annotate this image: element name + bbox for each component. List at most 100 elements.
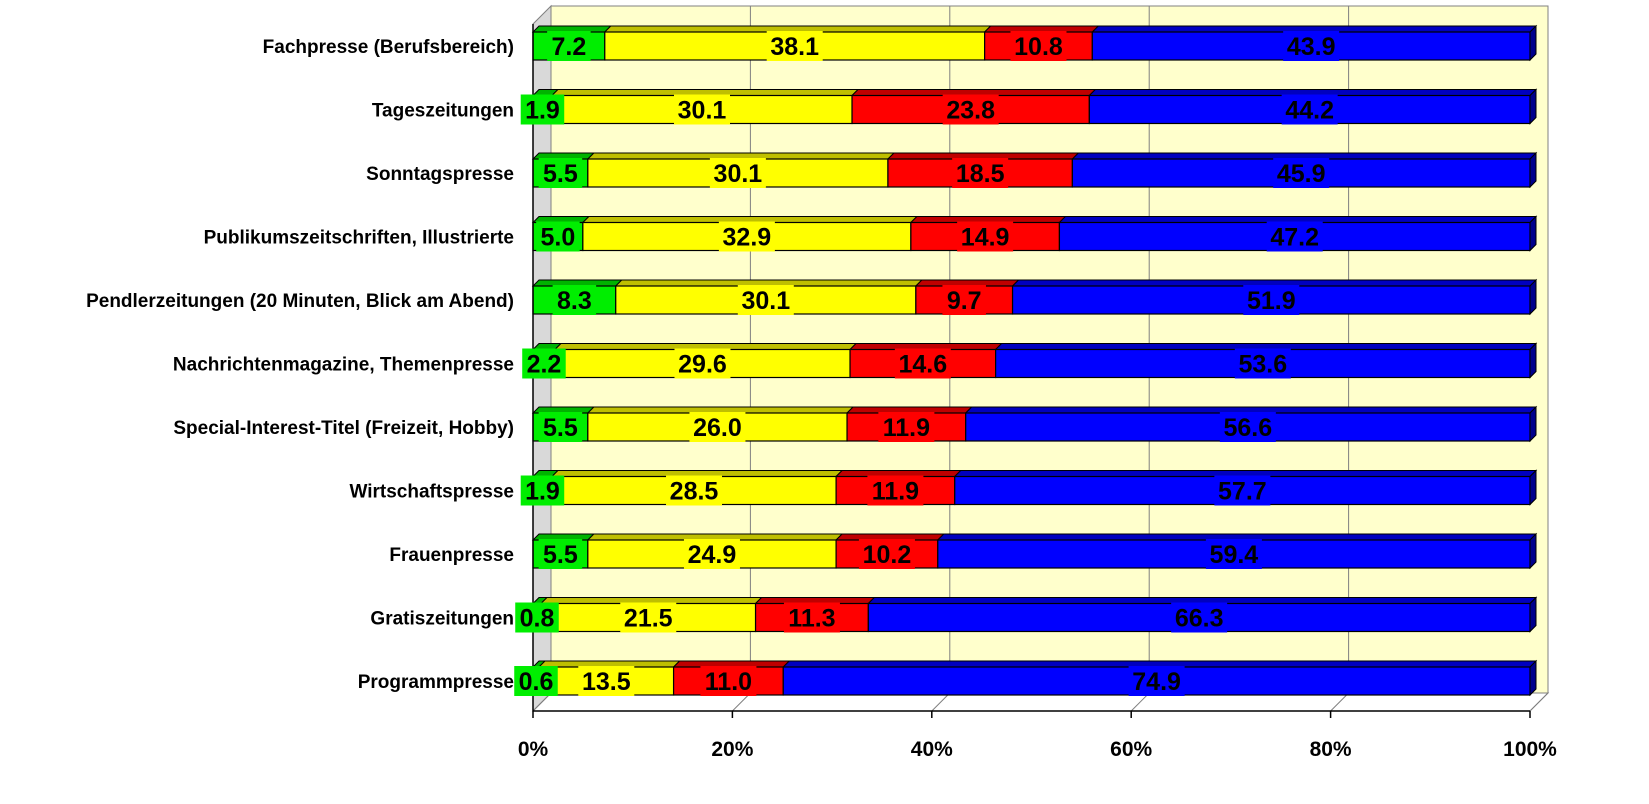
bar-side-face: [1529, 151, 1537, 189]
data-label-bg: [700, 666, 757, 696]
data-label-bg: [1219, 412, 1276, 442]
data-label: 26.0: [693, 414, 742, 442]
data-label-bg: [1214, 475, 1271, 506]
data-label-bg: [538, 412, 583, 442]
data-label-bg: [783, 602, 840, 633]
data-label: 44.2: [1285, 97, 1334, 125]
data-label-bg: [536, 221, 580, 252]
data-labels: 7.2 38.1 10.8 43.9 1.9 30.1 23.8 44.2 5.5 30.1 18.…: [514, 31, 1340, 696]
data-label-bg: [957, 221, 1014, 252]
data-label-bg: [867, 475, 924, 506]
data-label: 13.5: [582, 668, 631, 696]
data-label-bg: [1205, 539, 1262, 569]
category-label: Special-Interest-Titel (Freizeit, Hobby): [173, 418, 514, 439]
x-tick-label: 20%: [711, 738, 753, 761]
data-label-bg: [1281, 94, 1338, 125]
category-label: Nachrichtenmagazine, Themenpresse: [173, 355, 514, 376]
data-label: 45.9: [1277, 160, 1326, 188]
bar-side-face: [1529, 659, 1537, 697]
data-label-bg: [1243, 285, 1300, 315]
data-label: 59.4: [1210, 541, 1259, 569]
category-label: Frauenpresse: [389, 545, 514, 566]
data-label: 28.5: [670, 478, 719, 506]
category-label: Wirtschaftspresse: [349, 482, 514, 503]
x-tick-label: 100%: [1503, 738, 1557, 761]
data-label: 1.9: [525, 97, 560, 125]
data-label-bg: [858, 539, 915, 569]
bar-side-face: [1529, 88, 1537, 125]
data-label-bg: [878, 412, 935, 442]
data-label: 51.9: [1247, 287, 1296, 315]
data-label: 14.6: [898, 351, 947, 379]
data-label: 10.8: [1014, 33, 1063, 61]
data-label: 32.9: [723, 224, 772, 252]
bar-side-face: [1529, 469, 1537, 506]
data-label-bg: [1128, 666, 1185, 696]
data-label: 47.2: [1270, 224, 1319, 252]
bars: [531, 24, 1538, 697]
x-tick-labels: 0% 20% 40% 60% 80% 100%: [518, 738, 1557, 761]
floor-gridline: [1330, 692, 1349, 712]
data-label: 5.5: [543, 160, 578, 188]
data-label: 56.6: [1224, 414, 1273, 442]
data-label-bg: [942, 94, 999, 125]
data-label-bg: [952, 158, 1009, 188]
data-label: 30.1: [741, 287, 790, 315]
data-label-bg: [515, 602, 559, 633]
data-label-bg: [894, 348, 951, 379]
data-label-bg: [520, 94, 565, 125]
x-tick-label: 0%: [518, 738, 549, 761]
data-label-bg: [547, 31, 591, 61]
data-label: 2.2: [527, 351, 562, 379]
bar-side-face: [1529, 342, 1537, 379]
data-label: 10.2: [863, 541, 912, 569]
data-label-bg: [718, 221, 775, 252]
data-label: 5.0: [541, 224, 576, 252]
bar-side-face: [1529, 405, 1537, 443]
data-label-bg: [552, 285, 597, 315]
data-label: 29.6: [678, 351, 727, 379]
data-label-bg: [578, 666, 635, 696]
data-label: 11.0: [705, 668, 752, 696]
data-label: 57.7: [1218, 478, 1267, 506]
data-label: 53.6: [1238, 351, 1287, 379]
data-label-bg: [666, 475, 723, 506]
category-labels: Fachpresse (Berufsbereich) Tageszeitungen…: [86, 37, 514, 693]
data-label: 66.3: [1175, 605, 1224, 633]
data-label: 21.5: [624, 605, 673, 633]
data-label: 1.9: [525, 478, 560, 506]
category-label: Sonntagspresse: [366, 164, 514, 185]
category-label: Fachpresse (Berufsbereich): [263, 37, 514, 58]
category-label: Pendlerzeitungen (20 Minuten, Blick am A…: [86, 291, 514, 312]
data-label: 8.3: [557, 287, 592, 315]
data-label-bg: [673, 94, 730, 125]
data-label: 7.2: [552, 33, 587, 61]
data-label: 5.5: [543, 541, 578, 569]
data-label-bg: [942, 285, 986, 315]
data-label-bg: [520, 475, 565, 506]
data-label: 11.3: [788, 605, 835, 633]
data-label: 43.9: [1287, 33, 1336, 61]
data-label: 30.1: [678, 97, 727, 125]
data-label: 30.1: [714, 160, 763, 188]
floor-gridline: [931, 692, 951, 712]
data-label-bg: [683, 539, 740, 569]
data-label: 38.1: [770, 33, 819, 61]
data-label-bg: [737, 285, 794, 315]
data-label-bg: [766, 31, 823, 61]
bar-side-face: [1529, 596, 1537, 633]
data-label-bg: [674, 348, 731, 379]
data-label: 5.5: [543, 414, 578, 442]
data-label-bg: [1234, 348, 1291, 379]
data-label-bg: [1171, 602, 1228, 633]
data-label: 23.8: [946, 97, 995, 125]
data-label-bg: [1273, 158, 1330, 188]
data-label: 18.5: [956, 160, 1005, 188]
data-label: 14.9: [961, 224, 1010, 252]
category-label: Programmpresse: [358, 672, 514, 693]
data-label-bg: [522, 348, 566, 379]
data-label: 24.9: [688, 541, 737, 569]
data-label-bg: [1010, 31, 1067, 61]
category-label: Tageszeitungen: [372, 101, 514, 122]
